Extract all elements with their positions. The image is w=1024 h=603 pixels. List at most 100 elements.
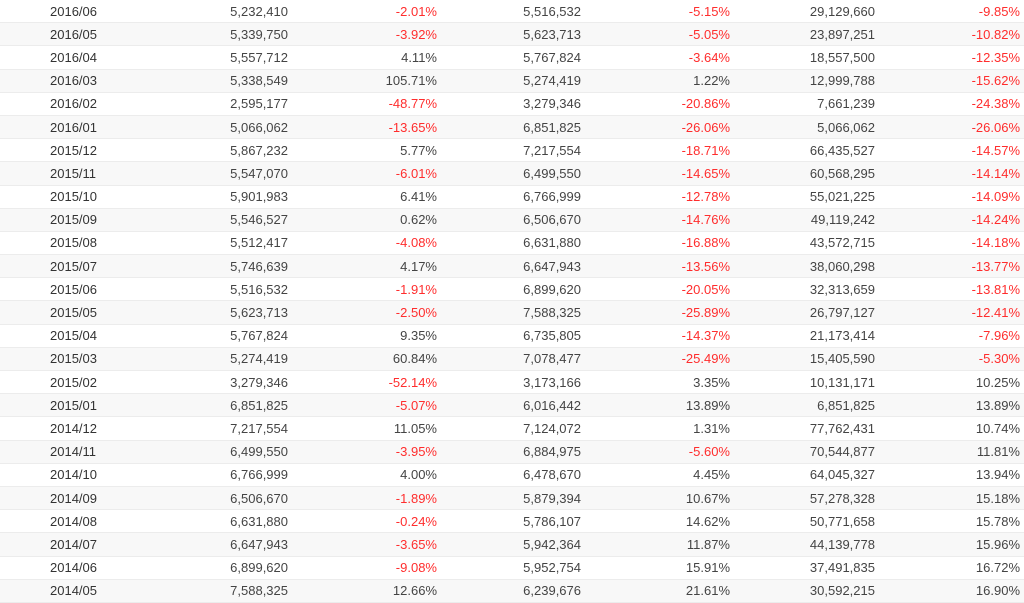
percent-cell: 10.67% [685,490,730,506]
percent-cell: -3.65% [395,536,437,552]
table-row: 2015/11 5,547,070 -6.01% 6,499,550 -14.65% 60… [0,162,1024,186]
percent-cell: -25.89% [681,305,730,321]
date-cell: 2016/03 [50,73,97,89]
value-cell: 3,279,346 [230,374,288,390]
percent-cell: 11.87% [686,536,730,552]
value-cell: 60,568,295 [809,165,875,181]
value-cell: 32,313,659 [809,281,875,297]
value-cell: 5,557,712 [230,49,288,65]
value-cell: 6,499,550 [230,444,288,460]
table-row: 2015/01 6,851,825 -5.07% 6,016,442 13.89% 6,8… [0,394,1024,418]
value-cell: 6,631,880 [230,513,288,529]
value-cell: 6,851,825 [230,397,288,413]
percent-cell: 1.22% [693,73,730,89]
value-cell: 6,478,670 [523,467,581,483]
value-cell: 3,279,346 [523,96,581,112]
percent-cell: -14.09% [971,189,1020,205]
percent-cell: -26.06% [681,119,730,135]
value-cell: 6,647,943 [230,536,288,552]
value-cell: 43,572,715 [809,235,875,251]
percent-cell: 11.81% [976,444,1020,460]
value-cell: 5,516,532 [523,3,581,19]
value-cell: 44,139,778 [809,536,875,552]
table-row: 2015/12 5,867,232 5.77% 7,217,554 -18.71% 66,… [0,139,1024,163]
percent-cell: 14.62% [685,513,730,529]
percent-cell: -5.07% [395,397,437,413]
table-row: 2015/06 5,516,532 -1.91% 6,899,620 -20.05% 32… [0,278,1024,302]
table-row: 2015/03 5,274,419 60.84% 7,078,477 -25.49% 15… [0,347,1024,371]
value-cell: 10,131,171 [809,374,875,390]
value-cell: 50,771,658 [809,513,875,529]
table-row: 2016/06 5,232,410 -2.01% 5,516,532 -5.15% 29,… [0,0,1024,24]
percent-cell: 4.11% [401,49,437,65]
value-cell: 29,129,660 [809,3,875,19]
table-row: 2014/05 7,588,325 12.66% 6,239,676 21.61% 30,… [0,579,1024,603]
percent-cell: -5.60% [688,444,730,460]
percent-cell: 16.72% [975,560,1020,576]
percent-cell: 12.66% [392,583,437,599]
table-row: 2015/10 5,901,983 6.41% 6,766,999 -12.78% 55,… [0,186,1024,209]
table-row: 2014/12 7,217,554 11.05% 7,124,072 1.31% 77,7… [0,417,1024,441]
value-cell: 26,797,127 [809,305,875,321]
percent-cell: -2.01% [395,3,437,19]
value-cell: 6,766,999 [230,467,288,483]
percent-cell: -26.06% [971,119,1020,135]
date-cell: 2015/08 [50,235,97,251]
date-cell: 2015/09 [50,212,97,228]
date-cell: 2014/08 [50,513,97,529]
percent-cell: -20.05% [681,281,730,297]
percent-cell: -7.96% [978,328,1020,344]
date-cell: 2014/10 [50,467,97,483]
table-row: 2016/03 5,338,549 105.71% 5,274,419 1.22% 12,… [0,69,1024,93]
percent-cell: -13.77% [971,258,1020,274]
percent-cell: 1.31% [693,420,730,436]
value-cell: 30,592,215 [809,583,875,599]
value-cell: 64,045,327 [809,467,875,483]
value-cell: 5,767,824 [230,328,288,344]
percent-cell: 105.71% [385,73,437,89]
table-row: 2015/08 5,512,417 -4.08% 6,631,880 -16.88% 43… [0,232,1024,256]
date-cell: 2015/12 [50,142,97,158]
percent-cell: -10.82% [971,26,1020,42]
percent-cell: 4.45% [693,467,730,483]
date-cell: 2015/01 [50,397,97,413]
table-row: 2014/10 6,766,999 4.00% 6,478,670 4.45% 64,04… [0,464,1024,487]
value-cell: 6,899,620 [523,281,581,297]
value-cell: 49,119,242 [810,212,875,228]
value-cell: 55,021,225 [809,189,875,205]
value-cell: 23,897,251 [809,26,875,42]
table-row: 2014/08 6,631,880 -0.24% 5,786,107 14.62% 50,… [0,510,1024,534]
value-cell: 6,884,975 [523,444,581,460]
value-cell: 7,588,325 [523,305,581,321]
date-cell: 2014/12 [50,420,97,436]
percent-cell: -5.05% [688,26,730,42]
value-cell: 5,952,754 [523,560,581,576]
percent-cell: -12.35% [971,49,1020,65]
value-cell: 21,173,414 [809,328,875,344]
value-cell: 5,623,713 [523,26,581,42]
value-cell: 2,595,177 [230,96,288,112]
percent-cell: 15.91% [685,560,730,576]
value-cell: 5,516,532 [230,281,288,297]
percent-cell: -52.14% [388,374,437,390]
value-cell: 5,767,824 [523,49,581,65]
percent-cell: -5.30% [978,351,1020,367]
value-cell: 12,999,788 [809,73,875,89]
table-row: 2014/07 6,647,943 -3.65% 5,942,364 11.87% 44,… [0,533,1024,557]
date-cell: 2016/01 [50,119,97,135]
percent-cell: -13.65% [388,119,437,135]
value-cell: 37,491,835 [809,560,875,576]
table-row: 2014/11 6,499,550 -3.95% 6,884,975 -5.60% 70,… [0,440,1024,464]
percent-cell: -25.49% [681,351,730,367]
percent-cell: 10.74% [975,420,1020,436]
value-cell: 7,217,554 [230,420,288,436]
percent-cell: 10.25% [975,374,1020,390]
percent-cell: -13.81% [971,281,1020,297]
percent-cell: 60.84% [392,351,437,367]
table-row: 2015/07 5,746,639 4.17% 6,647,943 -13.56% 38,… [0,255,1024,279]
percent-cell: -4.08% [395,235,437,251]
value-cell: 6,851,825 [817,397,875,413]
date-cell: 2016/02 [50,96,97,112]
percent-cell: 4.00% [400,467,437,483]
